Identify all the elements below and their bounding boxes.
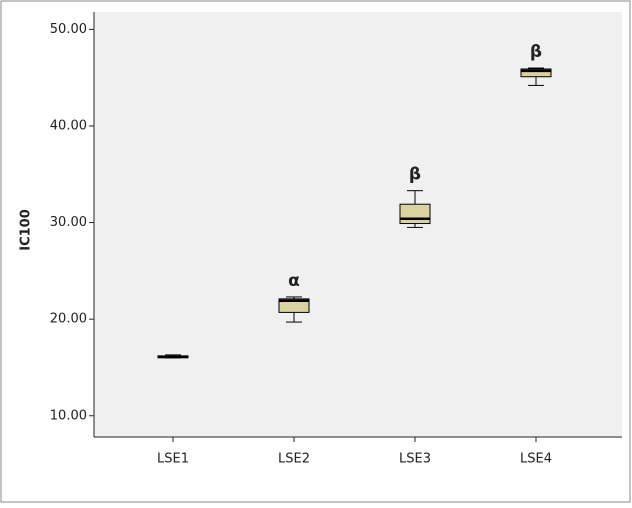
box bbox=[399, 203, 431, 225]
x-tick-label: LSE4 bbox=[520, 452, 552, 467]
x-tick-label: LSE3 bbox=[399, 452, 431, 467]
box bbox=[278, 298, 310, 313]
box bbox=[520, 68, 552, 78]
y-axis-label: IC100 bbox=[19, 209, 34, 251]
annotation: β bbox=[409, 165, 421, 185]
y-tick-label: 20.00 bbox=[50, 312, 87, 327]
x-tick-label: LSE2 bbox=[278, 452, 310, 467]
y-tick-label: 50.00 bbox=[50, 22, 87, 37]
annotation: α bbox=[288, 271, 300, 291]
annotation: β bbox=[530, 42, 542, 62]
y-tick-label: 10.00 bbox=[50, 408, 87, 423]
plot-area bbox=[94, 12, 622, 437]
y-tick-label: 40.00 bbox=[50, 118, 87, 133]
x-tick-label: LSE1 bbox=[157, 452, 189, 467]
y-tick-label: 30.00 bbox=[50, 215, 87, 230]
